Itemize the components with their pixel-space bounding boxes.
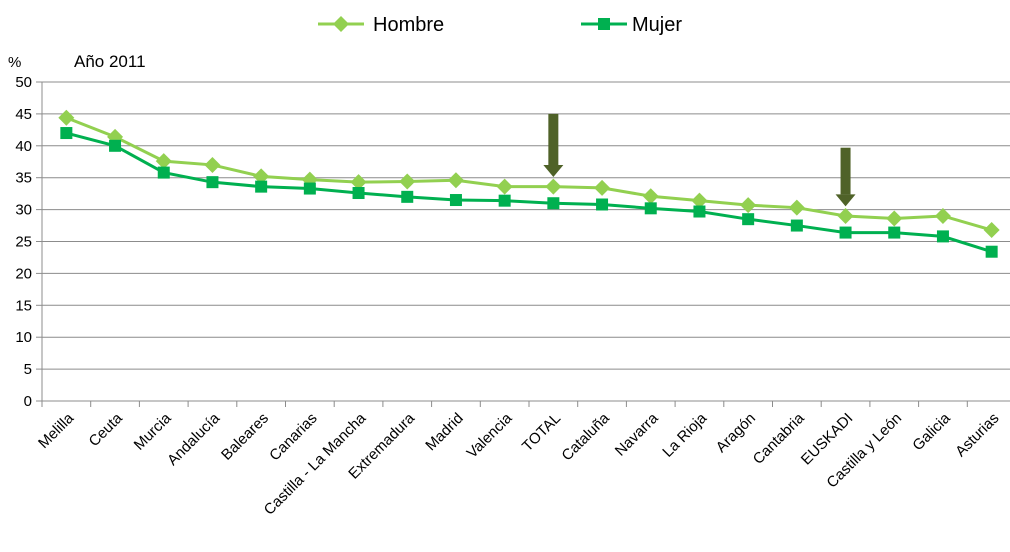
- data-point: [350, 174, 367, 191]
- data-point: [352, 187, 365, 200]
- x-tick-label: Baleares: [218, 410, 272, 464]
- arrow-annotation: [543, 113, 564, 178]
- gridlines: [42, 81, 1010, 370]
- arrow-annotation: [835, 147, 856, 207]
- data-point: [790, 219, 803, 232]
- data-point: [985, 245, 998, 258]
- data-point: [886, 210, 903, 227]
- legend-item-hombre: Hombre: [318, 14, 444, 36]
- legend-item-mujer: Mujer: [581, 14, 682, 36]
- chart-subtitle: Año 2011: [74, 52, 146, 71]
- data-point: [498, 194, 511, 207]
- data-point: [547, 197, 560, 210]
- data-point: [253, 168, 270, 185]
- legend-label: Mujer: [632, 14, 682, 36]
- x-tick-label: La Rioja: [659, 409, 710, 460]
- data-point: [545, 178, 562, 195]
- x-tick-label: Cataluña: [558, 409, 613, 464]
- legend-label: Hombre: [373, 14, 444, 36]
- data-point: [837, 207, 854, 224]
- series-hombre: [58, 109, 1000, 239]
- x-tick-label: Galicia: [909, 409, 954, 454]
- data-point: [449, 194, 462, 207]
- data-point: [157, 166, 170, 179]
- x-tick-label: Madrid: [422, 410, 466, 454]
- y-tick-label: 30: [15, 202, 32, 219]
- y-tick-label: 20: [15, 265, 32, 282]
- y-tick-label: 50: [15, 74, 32, 91]
- data-point: [888, 226, 901, 239]
- x-tick-label: Aragón: [713, 410, 759, 456]
- series-line: [65, 131, 993, 254]
- data-point: [691, 192, 708, 209]
- series-layer: [58, 109, 1000, 258]
- legend: Hombre Mujer: [318, 14, 682, 36]
- data-point: [693, 205, 706, 218]
- y-axis-unit-label: %: [8, 54, 21, 71]
- y-axis-ticks: 0 5 10 15 20 25 30 35 40 45 50: [15, 74, 42, 410]
- data-point: [109, 139, 122, 152]
- x-tick-label: Melilla: [35, 409, 78, 452]
- annotations: [543, 113, 856, 207]
- x-tick-label: Asturias: [952, 410, 1002, 460]
- data-point: [740, 197, 757, 214]
- y-tick-label: 45: [15, 106, 32, 123]
- y-tick-label: 35: [15, 170, 32, 187]
- data-point: [983, 222, 1000, 239]
- data-point: [399, 173, 416, 190]
- data-point: [644, 202, 657, 215]
- data-point: [594, 179, 611, 196]
- x-tick-label: TOTAL: [519, 410, 564, 455]
- data-point: [155, 153, 172, 170]
- y-tick-label: 5: [24, 361, 32, 378]
- y-tick-label: 15: [15, 297, 32, 314]
- data-point: [936, 230, 949, 243]
- series-line: [65, 116, 993, 232]
- data-point: [934, 207, 951, 224]
- x-tick-label: Ceuta: [86, 409, 127, 450]
- data-point: [255, 180, 268, 193]
- data-point: [333, 16, 349, 32]
- y-tick-label: 10: [15, 329, 32, 346]
- x-tick-label: Murcia: [131, 409, 175, 453]
- y-tick-label: 25: [15, 234, 32, 251]
- data-point: [447, 172, 464, 189]
- data-point: [60, 127, 73, 140]
- x-tick-label: Navarra: [612, 409, 662, 459]
- data-point: [206, 176, 219, 189]
- data-point: [58, 109, 75, 126]
- data-point: [204, 156, 221, 173]
- x-tick-label: Valencia: [464, 409, 516, 461]
- y-tick-label: 40: [15, 138, 32, 155]
- series-mujer: [60, 127, 998, 258]
- x-axis-ticks: Melilla Ceuta MurciaAndalucíaBalearesCanar…: [35, 401, 1002, 519]
- x-tick-label: Andalucía: [164, 409, 224, 469]
- y-tick-label: 0: [24, 393, 32, 410]
- data-point: [596, 198, 609, 211]
- data-point: [642, 188, 659, 205]
- data-point: [598, 18, 610, 30]
- data-point: [303, 182, 316, 195]
- data-point: [496, 178, 513, 195]
- data-point: [742, 213, 755, 226]
- data-point: [401, 190, 414, 203]
- data-point: [839, 226, 852, 239]
- data-point: [788, 199, 805, 216]
